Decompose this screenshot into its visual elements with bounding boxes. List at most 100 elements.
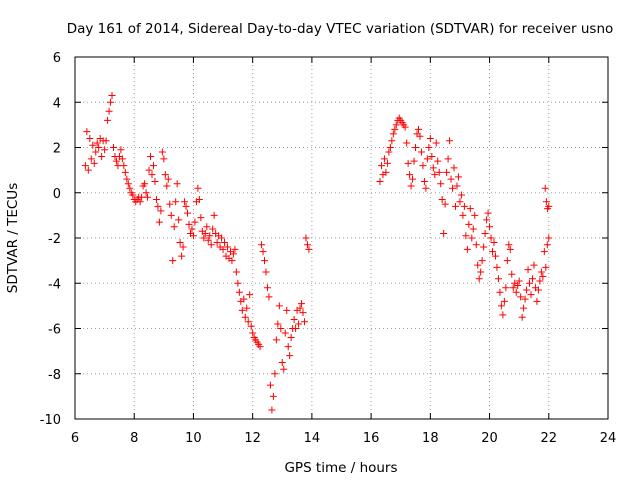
data-point <box>107 98 115 106</box>
data-point <box>447 175 455 183</box>
data-point <box>410 157 418 165</box>
data-point <box>386 144 394 151</box>
data-point <box>221 239 229 247</box>
data-point <box>449 184 457 192</box>
data-point <box>480 243 488 251</box>
x-tick-label: 16 <box>363 431 380 446</box>
data-point <box>238 306 246 314</box>
data-point <box>247 322 255 330</box>
data-point <box>178 252 186 260</box>
data-point <box>223 243 231 251</box>
data-point <box>109 144 117 151</box>
data-point <box>144 193 152 201</box>
data-point <box>272 336 280 344</box>
y-tick-label: 4 <box>53 96 61 111</box>
data-point <box>391 125 399 133</box>
data-point <box>271 370 279 378</box>
data-point <box>298 300 306 308</box>
data-point <box>234 279 242 287</box>
y-tick-label: 6 <box>53 51 61 66</box>
data-point <box>263 284 271 292</box>
data-point <box>303 241 311 249</box>
data-point <box>265 293 273 301</box>
data-point <box>469 225 477 233</box>
data-point <box>256 343 264 351</box>
data-point <box>465 220 473 228</box>
data-points <box>81 91 553 414</box>
data-point <box>89 141 97 149</box>
data-point <box>460 202 468 210</box>
data-point <box>121 168 129 176</box>
data-point <box>483 216 491 224</box>
data-point <box>542 263 550 271</box>
data-point <box>228 257 236 265</box>
data-point <box>472 241 480 249</box>
data-point <box>274 320 282 328</box>
data-point <box>300 318 308 326</box>
data-point <box>407 182 415 190</box>
data-point <box>302 234 310 242</box>
data-point <box>543 241 551 249</box>
data-point <box>539 272 547 280</box>
x-tick-label: 6 <box>71 431 79 446</box>
data-point <box>441 200 449 208</box>
data-point <box>266 381 274 389</box>
data-point <box>124 180 132 188</box>
data-point <box>209 225 217 233</box>
data-point <box>185 220 193 228</box>
data-point <box>499 311 507 319</box>
data-point <box>136 198 144 206</box>
data-point <box>435 168 443 176</box>
data-point <box>167 211 175 219</box>
data-point <box>152 196 160 204</box>
data-point <box>123 175 131 183</box>
data-point <box>112 157 120 165</box>
data-point <box>197 214 205 222</box>
data-point <box>90 159 98 167</box>
data-point <box>528 275 536 283</box>
data-point <box>412 144 420 151</box>
plot-frame <box>74 56 609 420</box>
data-point <box>481 229 489 237</box>
chart-title: Day 161 of 2014, Sidereal Day-to-day VTE… <box>67 21 614 37</box>
data-point <box>141 180 149 188</box>
x-tick-labels: 6 8 10 12 14 16 18 20 22 24 <box>71 431 616 446</box>
data-point <box>207 241 215 249</box>
y-tick-label: -4 <box>48 277 61 292</box>
data-point <box>428 153 436 161</box>
data-point <box>468 234 476 242</box>
data-point <box>194 184 202 192</box>
data-point <box>444 155 452 163</box>
data-point <box>243 304 251 312</box>
data-point <box>95 144 103 151</box>
data-point <box>244 318 252 326</box>
data-point <box>503 257 511 265</box>
data-point <box>452 202 460 210</box>
data-point <box>201 229 209 237</box>
data-point <box>417 148 425 156</box>
data-point <box>179 243 187 251</box>
data-point <box>463 245 471 253</box>
data-point <box>200 234 208 242</box>
data-point <box>404 159 412 167</box>
data-point <box>280 365 288 373</box>
data-point <box>258 241 266 249</box>
data-point <box>429 164 437 172</box>
data-point <box>437 180 445 188</box>
data-point <box>453 182 461 190</box>
data-point <box>163 182 171 190</box>
data-point <box>117 146 125 154</box>
data-point <box>419 162 427 170</box>
x-tick-label: 20 <box>481 431 498 446</box>
data-point <box>545 202 553 210</box>
data-point <box>155 218 163 226</box>
data-point <box>506 245 514 253</box>
data-point <box>195 196 203 204</box>
data-point <box>534 286 542 294</box>
data-point <box>509 284 517 292</box>
data-point <box>540 248 548 256</box>
x-tick-label: 18 <box>422 431 439 446</box>
data-point <box>166 200 174 208</box>
data-point <box>173 180 181 188</box>
data-point <box>219 245 227 253</box>
